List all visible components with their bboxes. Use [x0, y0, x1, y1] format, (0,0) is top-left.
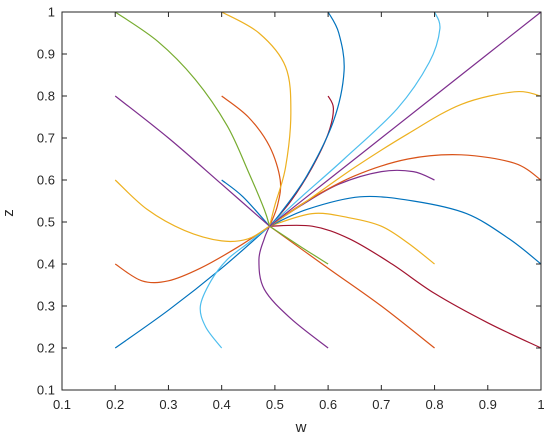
x-tick-label: 0.3	[159, 397, 177, 412]
x-axis: 0.1 0.2 0.3 0.4 0.5 0.6 0.7 0.8 0.9 1	[53, 12, 545, 412]
x-tick-label: 0.8	[426, 397, 444, 412]
trajectory-line-20	[269, 11, 345, 227]
y-axis: 0.1 0.2 0.3 0.4 0.5 0.6 0.7 0.8 0.9 1	[37, 5, 541, 398]
trajectory-line-1	[114, 225, 270, 349]
trajectory-line-2	[199, 225, 270, 349]
x-tick-label: 0.6	[319, 397, 337, 412]
y-tick-label: 0.9	[37, 47, 55, 62]
trajectory-line-19	[221, 11, 292, 227]
x-tick-label: 0.2	[106, 397, 124, 412]
y-tick-label: 0.8	[37, 89, 55, 104]
trajectory-line-8	[269, 195, 542, 265]
trajectory-line-7	[269, 212, 435, 265]
y-tick-label: 0.1	[37, 383, 55, 398]
y-tick-label: 0.4	[37, 257, 55, 272]
x-tick-label: 0.5	[266, 397, 284, 412]
y-tick-label: 0.5	[37, 215, 55, 230]
trajectory-line-3	[258, 225, 329, 349]
trajectory-layer	[114, 11, 542, 349]
trajectory-line-9	[269, 225, 329, 265]
y-tick-label: 1	[48, 5, 55, 20]
x-tick-label: 0.9	[479, 397, 497, 412]
trajectory-line-10	[114, 179, 270, 243]
x-axis-title: w	[295, 419, 307, 436]
y-tick-label: 0.7	[37, 131, 55, 146]
trajectory-line-15	[221, 95, 282, 227]
trajectory-line-4	[269, 225, 435, 349]
y-tick-label: 0.6	[37, 173, 55, 188]
y-tick-label: 0.3	[37, 299, 55, 314]
trajectory-line-6	[114, 225, 270, 284]
y-tick-label: 0.2	[37, 341, 55, 356]
y-axis-title: z	[0, 209, 17, 217]
trajectory-line-14	[114, 95, 270, 227]
trajectory-line-18	[114, 11, 271, 227]
x-tick-label: 0.7	[372, 397, 390, 412]
plot-frame	[61, 11, 542, 391]
trajectory-line-5	[269, 224, 542, 349]
x-tick-label: 1	[537, 397, 544, 412]
x-tick-label: 0.4	[213, 397, 231, 412]
trajectory-line-17	[269, 90, 542, 227]
x-tick-label: 0.1	[53, 397, 71, 412]
trajectory-line-11	[221, 179, 271, 227]
trajectory-line-22	[269, 11, 542, 227]
trajectory-line-21	[269, 11, 441, 227]
